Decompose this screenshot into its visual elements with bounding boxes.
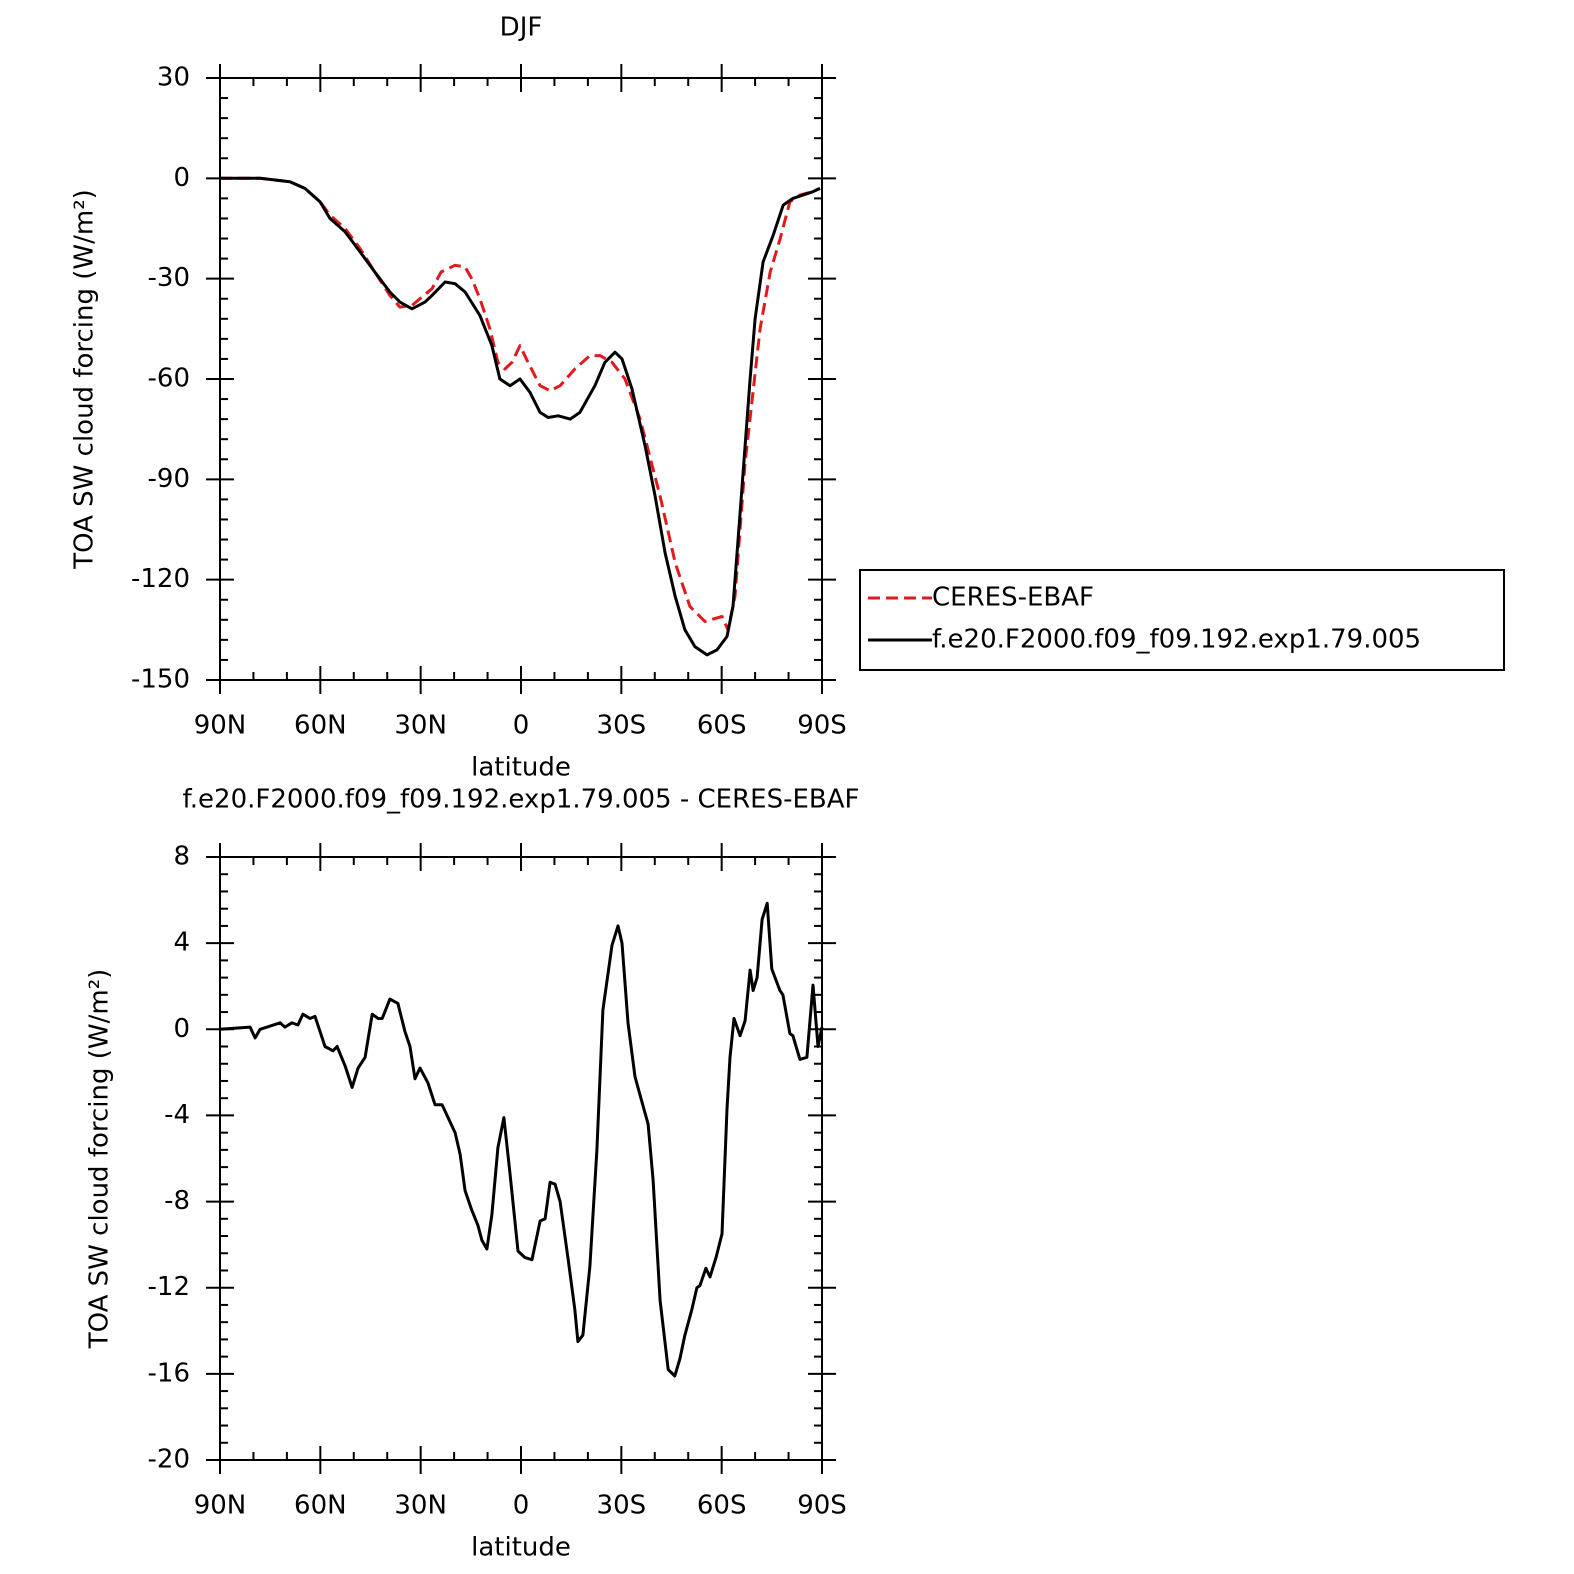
x-axis-label: latitude — [471, 753, 571, 783]
chart-title: DJF — [500, 13, 543, 43]
x-tick-label: 30N — [394, 1491, 447, 1521]
y-tick-label: 0 — [173, 163, 190, 193]
x-tick-label: 60S — [697, 711, 747, 741]
x-tick-label: 30N — [394, 711, 447, 741]
data-line — [220, 176, 821, 632]
y-tick-label: -8 — [164, 1186, 190, 1216]
y-tick-label: -90 — [148, 464, 190, 494]
y-tick-label: -120 — [131, 564, 190, 594]
x-tick-label: 60N — [294, 1491, 347, 1521]
x-tick-label: 60S — [697, 1491, 747, 1521]
y-tick-label: -30 — [148, 263, 190, 293]
x-tick-label: 30S — [597, 711, 647, 741]
plot-frame — [219, 77, 823, 681]
legend-box — [859, 569, 1505, 671]
y-tick-label: 30 — [157, 63, 190, 93]
y-tick-label: -12 — [148, 1272, 190, 1302]
y-tick-label: 8 — [173, 842, 190, 872]
y-tick-label: -20 — [148, 1445, 190, 1475]
x-axis-label: latitude — [471, 1533, 571, 1563]
x-tick-label: 0 — [513, 1491, 530, 1521]
y-tick-label: -4 — [164, 1100, 190, 1130]
legend-label: CERES-EBAF — [932, 583, 1094, 613]
x-tick-label: 30S — [597, 1491, 647, 1521]
x-tick-label: 90N — [194, 1491, 247, 1521]
plot-frame — [219, 856, 823, 1461]
y-tick-label: 0 — [173, 1014, 190, 1044]
y-tick-label: -150 — [131, 665, 190, 695]
x-tick-label: 90N — [194, 711, 247, 741]
x-tick-label: 90S — [797, 711, 847, 741]
y-axis-label: TOA SW cloud forcing (W/m²) — [85, 969, 115, 1350]
y-tick-label: -60 — [148, 364, 190, 394]
data-line — [220, 176, 821, 657]
legend-label: f.e20.F2000.f09_f09.192.exp1.79.005 — [932, 625, 1421, 655]
chart-title: f.e20.F2000.f09_f09.192.exp1.79.005 - CE… — [183, 785, 860, 815]
data-line — [219, 901, 824, 1378]
y-tick-label: -16 — [148, 1358, 190, 1388]
y-axis-label: TOA SW cloud forcing (W/m²) — [70, 189, 100, 570]
x-tick-label: 0 — [513, 711, 530, 741]
x-tick-label: 60N — [294, 711, 347, 741]
x-tick-label: 90S — [797, 1491, 847, 1521]
y-tick-label: 4 — [173, 928, 190, 958]
